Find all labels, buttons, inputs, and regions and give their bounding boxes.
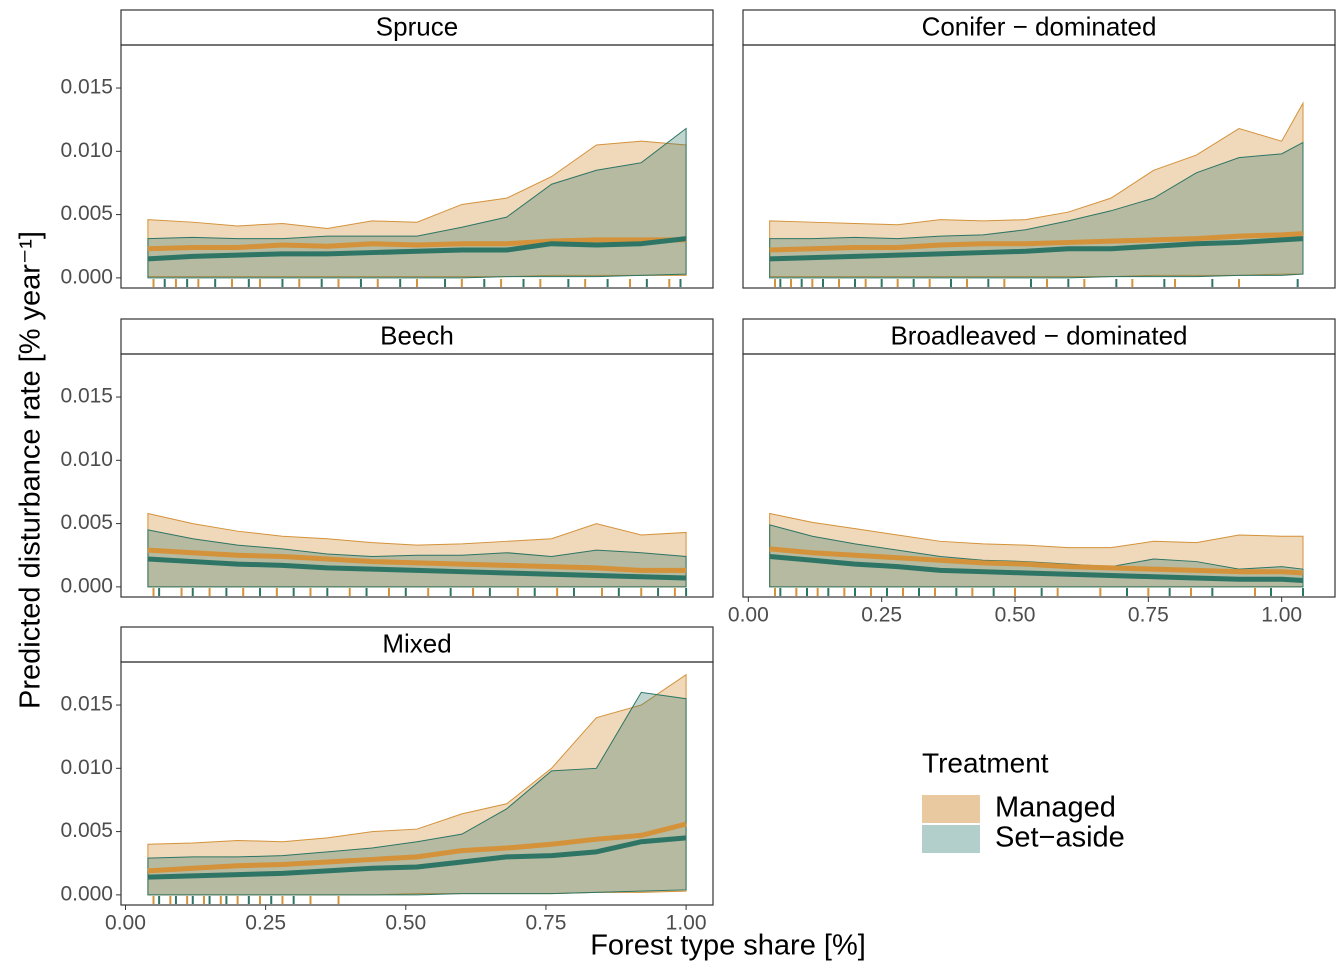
panel: Spruce 0.000 0.005 0.010 0.015 bbox=[60, 9, 714, 289]
panel-border bbox=[742, 44, 1336, 289]
y-tick-label: 0.005 bbox=[60, 202, 113, 225]
panel-title: Conifer − dominated bbox=[922, 11, 1157, 41]
panel-title: Beech bbox=[380, 320, 454, 350]
mean-line bbox=[769, 554, 1304, 584]
plot-area bbox=[147, 512, 687, 588]
mean-line bbox=[769, 231, 1304, 253]
panel-title: Spruce bbox=[376, 11, 458, 41]
legend-key bbox=[922, 825, 980, 853]
plot-area bbox=[769, 512, 1304, 588]
y-tick-label: 0.010 bbox=[60, 139, 113, 162]
panel: Conifer − dominated bbox=[742, 9, 1336, 289]
x-tick-label: 0.25 bbox=[861, 604, 902, 627]
panel: Mixed 0.000 0.005 0.010 0.015 0.00 0.25 0.50 0.7… bbox=[60, 626, 714, 935]
legend-key bbox=[922, 795, 980, 823]
plot-area bbox=[769, 101, 1304, 279]
strip bbox=[120, 9, 714, 46]
x-tick-label: 0.00 bbox=[105, 912, 146, 935]
panel: Beech 0.000 0.005 0.010 0.015 bbox=[60, 318, 714, 598]
y-tick-label: 0.010 bbox=[60, 448, 113, 471]
x-tick-label: 1.00 bbox=[1261, 604, 1302, 627]
x-axis-title: Forest type share [%] bbox=[590, 930, 866, 962]
panel-border bbox=[120, 44, 714, 289]
y-tick-label: 0.000 bbox=[60, 265, 113, 288]
y-axis-title: Predicted disturbance rate [% year⁻¹] bbox=[15, 231, 47, 709]
legend-label: Set−aside bbox=[995, 822, 1125, 854]
plot-area bbox=[147, 673, 687, 896]
mean-line bbox=[769, 546, 1304, 576]
mean-line bbox=[147, 835, 687, 880]
panel-border bbox=[120, 353, 714, 598]
x-tick-label: 0.25 bbox=[245, 912, 286, 935]
x-tick-label: 0.75 bbox=[526, 912, 567, 935]
x-tick-label: 0.50 bbox=[385, 912, 426, 935]
mean-line bbox=[147, 547, 687, 573]
mean-line bbox=[147, 556, 687, 581]
y-tick-label: 0.005 bbox=[60, 511, 113, 534]
y-tick-label: 0.015 bbox=[60, 385, 113, 408]
legend-label: Managed bbox=[995, 792, 1116, 824]
mean-line bbox=[147, 236, 687, 262]
strip bbox=[120, 318, 714, 355]
mean-line bbox=[147, 821, 687, 874]
x-tick-label: 0.50 bbox=[995, 604, 1036, 627]
y-tick-label: 0.015 bbox=[60, 76, 113, 99]
legend-title: Treatment bbox=[922, 747, 1049, 778]
y-tick-label: 0.010 bbox=[60, 756, 113, 779]
x-tick-label: 1.00 bbox=[666, 912, 707, 935]
y-tick-label: 0.000 bbox=[60, 574, 113, 597]
panel-title: Mixed bbox=[382, 628, 451, 658]
panel-title: Broadleaved − dominated bbox=[890, 320, 1187, 350]
y-tick-label: 0.015 bbox=[60, 693, 113, 716]
strip bbox=[742, 9, 1336, 46]
panel-border bbox=[742, 353, 1336, 598]
strip bbox=[120, 626, 714, 663]
panel: Broadleaved − dominated 0.00 0.25 0.50 0.75 1… bbox=[728, 318, 1336, 627]
mean-line bbox=[769, 236, 1304, 262]
y-tick-label: 0.005 bbox=[60, 819, 113, 842]
x-tick-label: 0.00 bbox=[728, 604, 769, 627]
y-tick-label: 0.000 bbox=[60, 882, 113, 905]
x-tick-label: 0.75 bbox=[1128, 604, 1169, 627]
panel-border bbox=[120, 661, 714, 906]
mean-line bbox=[147, 237, 687, 252]
plot-area bbox=[147, 127, 687, 279]
